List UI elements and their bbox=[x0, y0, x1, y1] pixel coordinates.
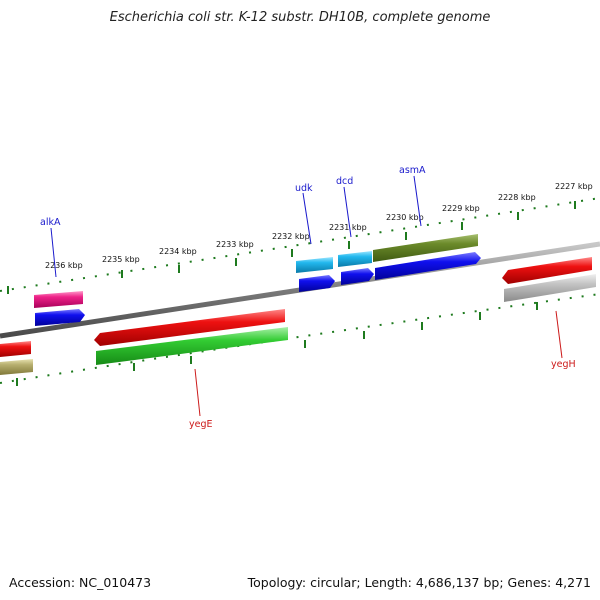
feature-cyan-udk[interactable] bbox=[296, 257, 333, 273]
gene-label-yegE[interactable]: yegE bbox=[189, 419, 213, 430]
feature-blue-udk[interactable] bbox=[299, 275, 335, 292]
gene-label-asmA[interactable]: asmA bbox=[399, 165, 426, 176]
feature-green-yegE[interactable] bbox=[96, 327, 288, 365]
feature-khaki-left[interactable] bbox=[0, 359, 33, 375]
feature-grey-yegH[interactable] bbox=[504, 274, 596, 302]
gene-labels: alkA udk dcd asmA yegE yegH bbox=[40, 165, 576, 430]
gene-label-udk[interactable]: udk bbox=[295, 183, 313, 194]
feature-blue-asmA[interactable] bbox=[375, 252, 481, 280]
accession-text: Accession: NC_010473 bbox=[9, 575, 152, 590]
genome-stats-text: Topology: circular; Length: 4,686,137 bp… bbox=[247, 575, 591, 590]
feature-cyan-dcd[interactable] bbox=[338, 251, 372, 267]
reverse-features bbox=[0, 257, 596, 375]
tick-label: 2235 kbp bbox=[102, 255, 140, 264]
tick-label: 2232 kbp bbox=[272, 232, 310, 241]
major-ticks-upper bbox=[7, 201, 576, 294]
tick-label: 2231 kbp bbox=[329, 223, 367, 232]
map-title: Escherichia coli str. K-12 substr. DH10B… bbox=[109, 10, 491, 25]
feature-blue-dcd[interactable] bbox=[341, 268, 374, 285]
feature-olive-asmA[interactable] bbox=[373, 234, 478, 262]
label-leaders bbox=[50, 175, 563, 417]
tick-label: 2229 kbp bbox=[442, 204, 480, 213]
upper-tick-ring bbox=[0, 197, 600, 292]
feature-blue-alkA[interactable] bbox=[35, 309, 85, 326]
tick-label: 2227 kbp bbox=[555, 182, 593, 191]
forward-features bbox=[34, 234, 481, 326]
tick-label: 2233 kbp bbox=[216, 240, 254, 249]
feature-red-yegH[interactable] bbox=[502, 257, 592, 284]
tick-label: 2230 kbp bbox=[386, 213, 424, 222]
feature-red-yegE[interactable] bbox=[94, 309, 285, 346]
lower-tick-ring bbox=[0, 293, 600, 384]
tick-label: 2228 kbp bbox=[498, 193, 536, 202]
gene-label-alkA[interactable]: alkA bbox=[40, 217, 61, 228]
gene-label-yegH[interactable]: yegH bbox=[551, 359, 576, 370]
feature-pink[interactable] bbox=[34, 291, 83, 308]
feature-red-left[interactable] bbox=[0, 341, 31, 357]
gene-label-dcd[interactable]: dcd bbox=[336, 176, 353, 187]
tick-label: 2234 kbp bbox=[159, 247, 197, 256]
tick-labels: 2236 kbp 2235 kbp 2234 kbp 2233 kbp 2232… bbox=[45, 182, 593, 270]
tick-label: 2236 kbp bbox=[45, 261, 83, 270]
major-ticks-lower bbox=[16, 302, 538, 386]
